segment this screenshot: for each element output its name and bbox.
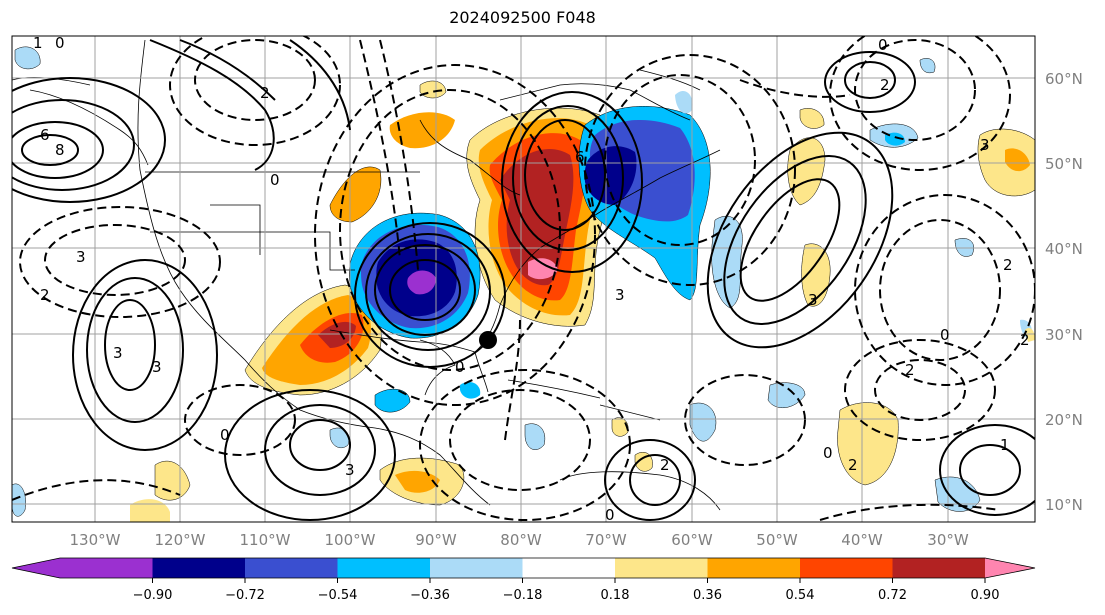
svg-text:3: 3 xyxy=(808,291,818,309)
colorbar-bin xyxy=(892,558,986,578)
svg-text:0: 0 xyxy=(220,426,230,444)
svg-text:6: 6 xyxy=(575,148,585,166)
colorbar-tick-label: 0.72 xyxy=(878,588,907,603)
longitude-labels: 130°W 120°W 110°W 100°W 90°W 80°W 70°W 6… xyxy=(70,531,969,549)
colorbar-under-extension xyxy=(12,558,60,578)
svg-text:0: 0 xyxy=(940,326,950,344)
lon-label: 70°W xyxy=(585,531,627,549)
colorbar-tick-label: −0.18 xyxy=(503,588,543,603)
colorbar-tick-label: −0.36 xyxy=(410,588,450,603)
svg-text:3: 3 xyxy=(615,286,625,304)
lon-label: 90°W xyxy=(415,531,457,549)
storm-center-marker xyxy=(479,331,497,349)
colorbar-bin xyxy=(152,558,246,578)
colorbar-tick-label: 0.90 xyxy=(971,588,1000,603)
map-panel: 68 33 63 33 20 02 23 03 20 01 22 00 10 2… xyxy=(12,34,1035,524)
colorbar-bin xyxy=(245,558,338,578)
lat-label: 60°N xyxy=(1045,70,1083,88)
lon-label: 110°W xyxy=(240,531,291,549)
lon-label: 100°W xyxy=(325,531,376,549)
svg-text:2: 2 xyxy=(260,84,270,102)
svg-text:3: 3 xyxy=(152,358,162,376)
contours xyxy=(12,36,1035,521)
lat-label: 30°N xyxy=(1045,326,1083,344)
colorbar-tick-label: 0.54 xyxy=(786,588,815,603)
colorbar: −0.90 −0.72 −0.54 −0.36 −0.18 0.18 0.36 0.54 0.7… xyxy=(11,557,1036,603)
svg-text:0: 0 xyxy=(823,444,833,462)
lon-label: 80°W xyxy=(500,531,542,549)
latitude-labels: 60°N 50°N 40°N 30°N 20°N 10°N xyxy=(1045,70,1083,514)
colorbar-bin xyxy=(707,558,801,578)
colorbar-tick-label: 0.18 xyxy=(601,588,630,603)
colorbar-bin xyxy=(60,558,153,578)
lon-label: 130°W xyxy=(70,531,121,549)
lon-label: 120°W xyxy=(155,531,206,549)
colorbar-bins xyxy=(60,558,986,578)
colorbar-ticks: −0.90 −0.72 −0.54 −0.36 −0.18 0.18 0.36 0.54 0.7… xyxy=(133,578,1000,603)
svg-text:0: 0 xyxy=(455,358,465,376)
lon-label: 50°W xyxy=(756,531,798,549)
colorbar-bin xyxy=(430,558,523,578)
colorbar-tick-label: −0.72 xyxy=(225,588,265,603)
svg-text:3: 3 xyxy=(76,248,86,266)
svg-text:2: 2 xyxy=(1003,256,1013,274)
svg-text:2: 2 xyxy=(1020,331,1030,349)
map-title: 2024092500 F048 xyxy=(449,8,596,27)
svg-text:3: 3 xyxy=(113,344,123,362)
lat-label: 40°N xyxy=(1045,240,1083,258)
svg-text:8: 8 xyxy=(55,141,65,159)
svg-text:2: 2 xyxy=(905,361,915,379)
lon-label: 30°W xyxy=(927,531,969,549)
lon-label: 60°W xyxy=(671,531,713,549)
colorbar-tick-label: 0.36 xyxy=(693,588,722,603)
svg-text:2: 2 xyxy=(40,286,50,304)
colorbar-bin xyxy=(800,558,893,578)
svg-text:3: 3 xyxy=(345,461,355,479)
colorbar-bin xyxy=(522,558,616,578)
colorbar-bin xyxy=(615,558,708,578)
svg-text:3: 3 xyxy=(980,136,990,154)
lat-label: 20°N xyxy=(1045,411,1083,429)
svg-text:0: 0 xyxy=(270,171,280,189)
svg-text:2: 2 xyxy=(848,456,858,474)
svg-text:2: 2 xyxy=(880,76,890,94)
map-frame xyxy=(11,35,1036,523)
svg-text:0: 0 xyxy=(55,34,65,52)
lat-label: 50°N xyxy=(1045,155,1083,173)
svg-text:6: 6 xyxy=(40,126,50,144)
colorbar-outline xyxy=(11,557,1036,579)
colorbar-tick-label: −0.90 xyxy=(133,588,173,603)
svg-text:0: 0 xyxy=(605,506,615,524)
lon-label: 40°W xyxy=(841,531,883,549)
colorbar-over-extension xyxy=(985,558,1035,578)
svg-text:2: 2 xyxy=(660,456,670,474)
svg-text:1: 1 xyxy=(33,34,43,52)
lat-label: 10°N xyxy=(1045,496,1083,514)
colorbar-tick-label: −0.54 xyxy=(318,588,358,603)
svg-text:0: 0 xyxy=(878,36,888,54)
colorbar-bin xyxy=(337,558,431,578)
svg-text:1: 1 xyxy=(1000,436,1010,454)
